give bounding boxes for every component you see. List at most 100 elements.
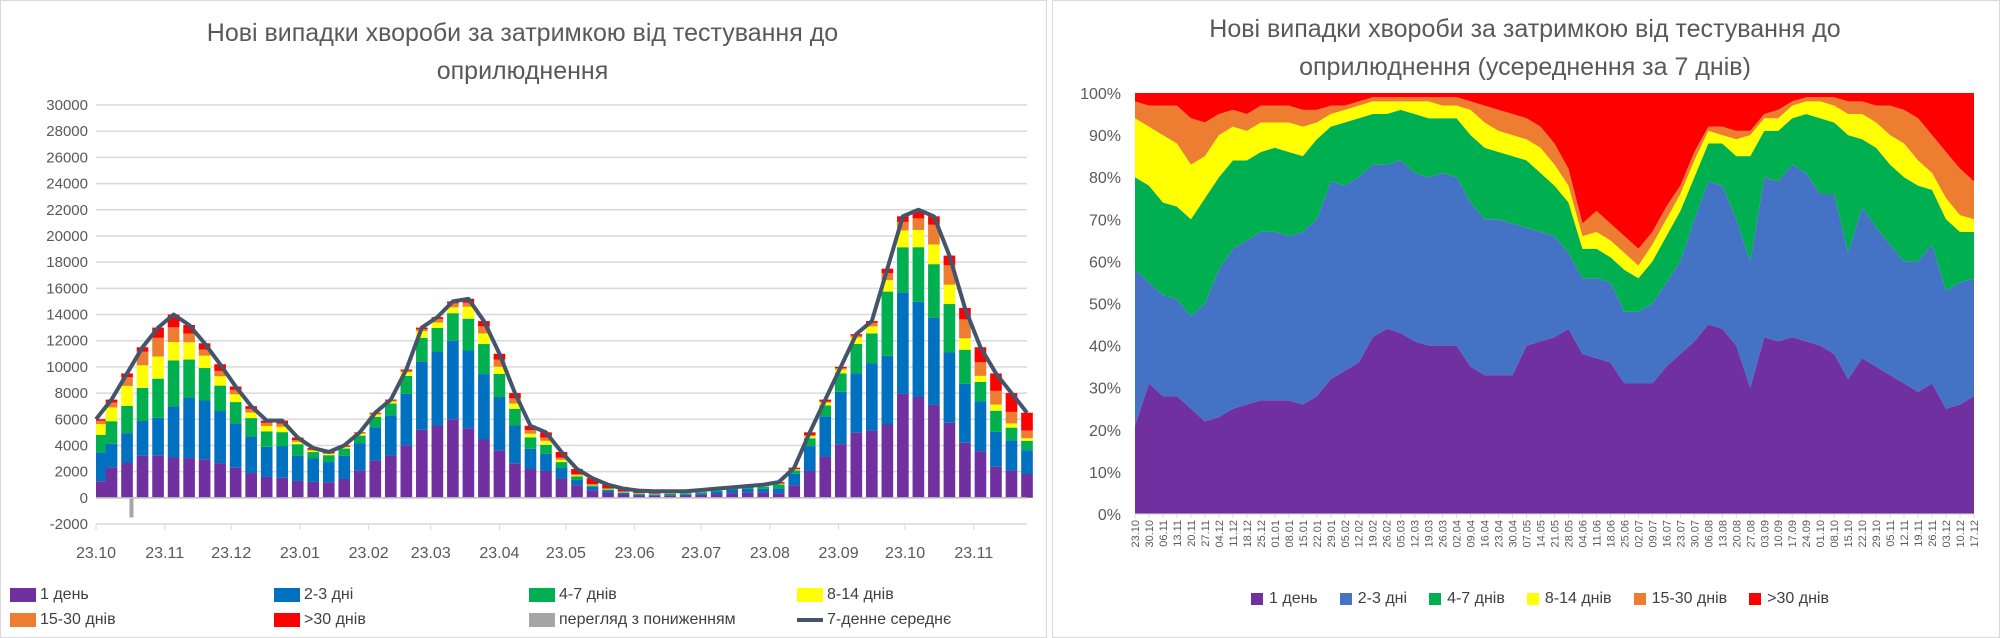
legend-label: 1 день [1269,590,1318,607]
bar-segment-0 [229,467,242,498]
bar-segment-1 [586,486,599,491]
x-tick-label: 02.04 [1452,520,1464,548]
bar-segment-0 [772,493,785,498]
bar-segment-2 [571,476,583,480]
bar-segment-1 [167,406,180,458]
bar-segment-1 [834,391,847,445]
bar-segment-3 [416,330,428,338]
legend-item: 2-3 дні [274,586,353,604]
bar-segment-2 [695,492,707,494]
x-tick-label: 19.03 [1424,520,1436,548]
y-tick-label: 2000 [55,464,88,481]
bar-segment-0 [152,455,164,498]
bar-segment-2 [834,373,847,392]
bar-segment-3 [493,366,506,374]
legend-item-15-30-days: 15-30 днів [1633,590,1728,608]
legend-swatch [797,588,823,602]
bar-segment-4 [121,377,133,386]
bar-segment-3 [307,450,320,453]
x-tick-label: 23.08 [750,545,790,562]
x-tick-label: 23.05 [546,545,586,562]
bar-segment-1 [850,373,863,433]
bar-segment-2 [757,486,770,489]
bar-segment-2 [400,375,413,394]
bar-segment-1 [819,416,832,457]
bar-segment-3 [260,425,273,432]
bar-segment-3 [198,355,211,369]
bar-segment-3 [384,401,397,404]
x-tick-label: 10.09 [1773,520,1785,548]
bar-segment-0 [710,494,723,498]
bar-segment-4 [928,224,940,245]
right-title-line-2: оприлюднення (усереднення за 7 днів) [1299,53,1751,81]
bar-segment-1 [602,490,614,493]
bar-segment-3 [105,407,118,422]
x-tick-label: 19.02 [1368,520,1380,548]
bar-segment-4 [276,423,289,427]
bar-segment-4 [96,420,108,424]
bar-segment-2 [974,381,987,402]
y-tick-label: 90% [1089,128,1121,145]
bar-segment-0 [602,492,614,498]
bar-segment-2 [121,405,133,434]
bar-segment-1 [772,488,785,494]
bar-segment-1 [493,396,506,451]
bar-segment-4 [959,319,971,339]
bar-segment-2 [369,416,382,428]
bar-segment-0 [322,482,335,498]
y-tick-label: 70% [1089,212,1121,229]
bar-segment-3 [291,441,304,445]
bar-segment-4 [291,439,304,442]
bar-segment-1 [121,433,133,463]
x-tick-label: 09.04 [1466,520,1478,548]
left-chart-title: Нові випадки хвороби за затримкою від те… [0,14,1045,90]
legend-item: 8-14 днів [797,586,894,604]
bar-segment-3 [897,230,909,248]
bar-segment-3 [152,356,164,379]
bar-segment-3 [338,447,351,449]
x-tick-label: 16.04 [1480,520,1492,548]
bar-segment-2 [819,405,832,417]
x-tick-label: 23.04 [1494,520,1506,548]
bar-segment-4 [493,359,506,367]
bar-segment-3 [96,423,108,435]
bar-segment-0 [912,396,925,498]
bar-segment-0 [478,439,490,498]
bar-segment-3 [571,475,583,477]
x-tick-label: 25.12 [1256,520,1268,548]
x-tick-label: 30.07 [1689,520,1701,548]
y-tick-label: 10000 [46,359,88,376]
bar-segment-0 [369,460,382,498]
seven-day-average-line [94,207,1029,494]
bar-segment-1 [648,494,661,496]
bar-segment-2 [664,493,676,495]
bar-segment-1 [540,453,552,471]
bar-segment-3 [400,372,413,376]
bar-segment-3 [850,337,863,344]
bar-segment-0 [664,495,676,498]
y-tick-label: 50% [1089,297,1121,314]
bar-segment-5 [571,469,583,475]
x-tick-label: 23.10 [76,545,116,562]
bar-segment-0 [881,424,894,498]
y-tick-label: 6000 [55,411,88,428]
bar-segment-2 [881,291,894,356]
bar-segment-1 [633,494,645,496]
bar-segment-1 [710,491,723,495]
x-tick-label: 26.11 [1927,520,1939,547]
right-title-line-1: Нові випадки хвороби за затримкою від те… [1209,15,1841,43]
x-tick-label: 25.06 [1619,520,1631,548]
bar-segment-1 [974,401,987,452]
bar-segment-1 [369,427,382,461]
legend-label: 15-30 днів [1651,590,1728,607]
bar-segment-0 [384,455,397,498]
bar-segment-3 [431,322,444,328]
bar-segment-0 [307,481,320,498]
bar-segment-3 [928,244,940,265]
x-tick-label: 23.06 [615,545,655,562]
bar-segment-0 [1021,473,1033,498]
x-tick-label: 21.05 [1550,520,1562,548]
bar-segment-4 [540,437,552,441]
bar-segment-0 [850,432,863,498]
